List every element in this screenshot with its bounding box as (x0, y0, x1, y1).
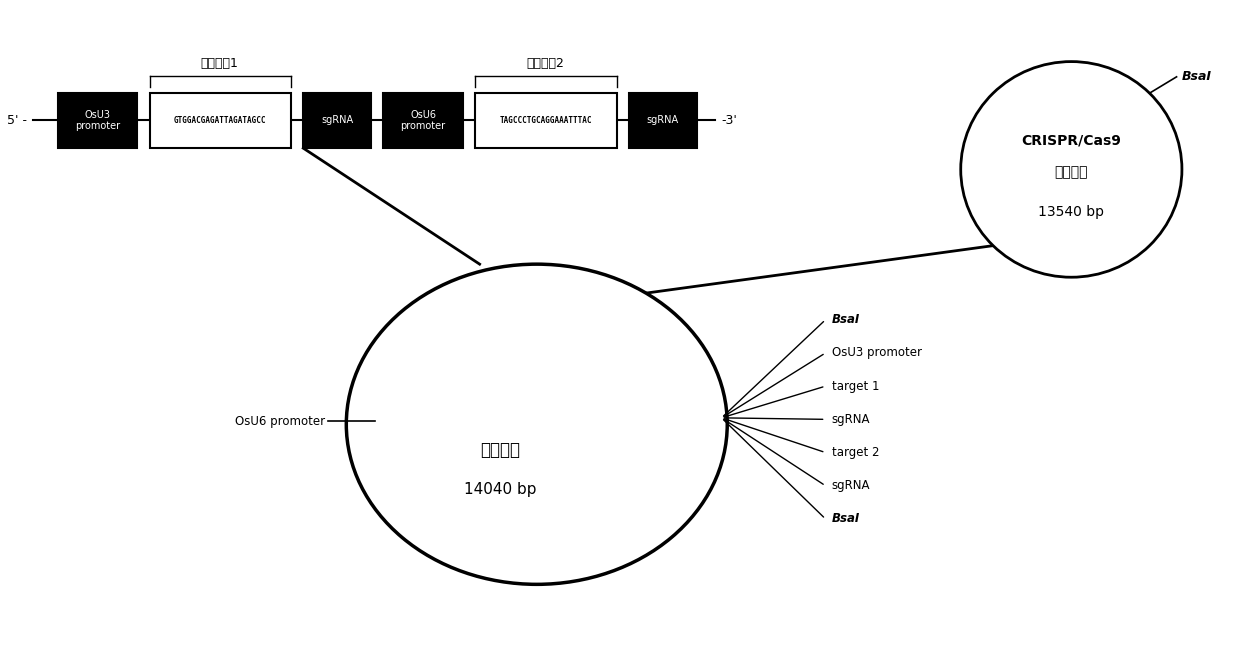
Text: CRISPR/Cas9: CRISPR/Cas9 (1022, 133, 1121, 147)
Bar (629, 93, 697, 148)
Bar (475, 93, 616, 148)
Text: 靶标序列1: 靶标序列1 (201, 57, 238, 71)
Ellipse shape (346, 264, 727, 585)
Text: 重组载体: 重组载体 (480, 442, 520, 459)
Text: OsU6 promoter: OsU6 promoter (236, 415, 325, 428)
Text: BsaI: BsaI (832, 513, 861, 525)
Bar (383, 93, 463, 148)
Text: 打靶载体: 打靶载体 (1054, 165, 1087, 180)
Text: sgRNA: sgRNA (832, 413, 870, 426)
Text: -3': -3' (722, 114, 737, 127)
Text: OsU6
promoter: OsU6 promoter (401, 109, 445, 131)
Text: OsU3 promoter: OsU3 promoter (832, 347, 921, 359)
Text: 13540 bp: 13540 bp (1038, 205, 1105, 219)
Bar (304, 93, 371, 148)
Text: sgRNA: sgRNA (321, 115, 353, 125)
Text: sgRNA: sgRNA (832, 479, 870, 492)
Text: 14040 bp: 14040 bp (464, 482, 536, 497)
Text: TAGCCCTGCAGGAAATTTAC: TAGCCCTGCAGGAAATTTAC (500, 116, 593, 125)
Text: sgRNA: sgRNA (647, 115, 678, 125)
Text: BsaI: BsaI (1182, 71, 1211, 83)
Text: GTGGACGAGATTAGATAGCC: GTGGACGAGATTAGATAGCC (174, 116, 267, 125)
Bar (57, 93, 138, 148)
Text: OsU3
promoter: OsU3 promoter (74, 109, 120, 131)
Text: target 2: target 2 (832, 446, 879, 459)
Ellipse shape (961, 61, 1182, 277)
Text: 靶标序兲2: 靶标序兲2 (527, 57, 564, 71)
Bar (150, 93, 291, 148)
Text: 5' -: 5' - (6, 114, 27, 127)
Text: BsaI: BsaI (832, 313, 861, 326)
Text: target 1: target 1 (832, 380, 879, 393)
